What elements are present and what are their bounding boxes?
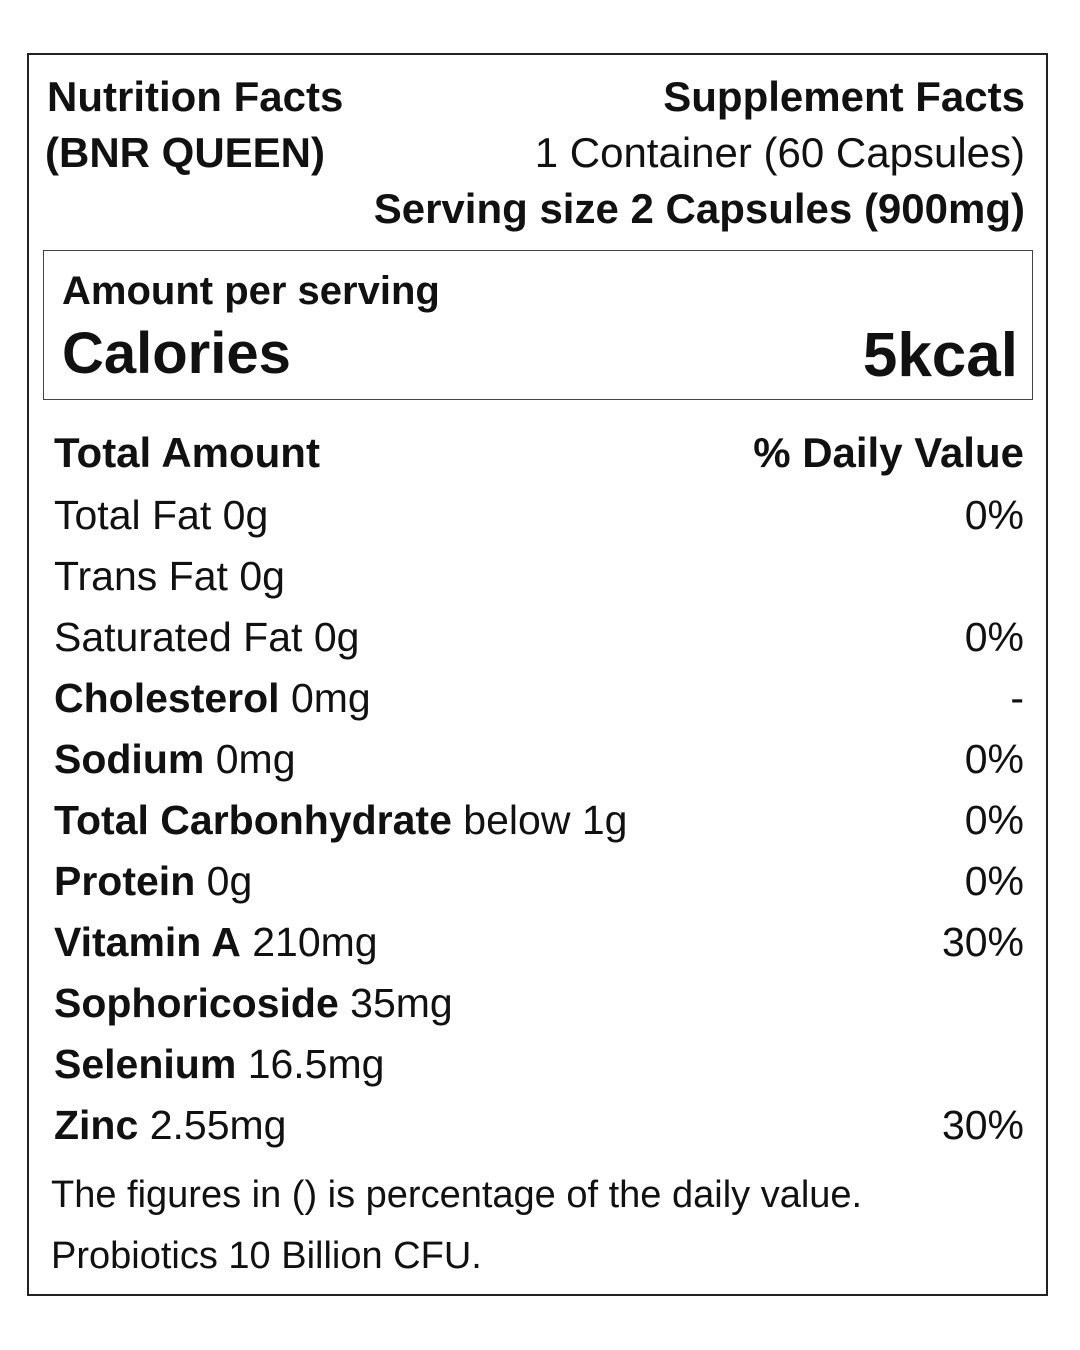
nutrient-row: Trans Fat 0g [54, 551, 1024, 601]
nutrient-name: Total Fat [54, 492, 212, 538]
title-nutrition-facts: Nutrition Facts [47, 73, 344, 120]
nutrient-name: Protein [54, 858, 196, 904]
daily-value: 0% [964, 797, 1024, 843]
nutrient-name: Selenium [54, 1041, 237, 1087]
daily-value: 0% [964, 858, 1024, 904]
nutrient-name: Sophoricoside [54, 980, 339, 1026]
nutrient-amount: 0g [313, 614, 360, 660]
nutrient-label: Sodium 0mg [54, 734, 296, 784]
total-amount-header: Total Amount [54, 429, 320, 476]
nutrient-row: Sophoricoside 35mg [54, 978, 1024, 1028]
nutrient-row: Saturated Fat 0g 0% [54, 612, 1024, 662]
nutrient-amount: 0mg [290, 675, 371, 721]
serving-size: Serving size 2 Capsules (900mg) [373, 185, 1025, 232]
nutrient-amount: 0mg [215, 736, 296, 782]
nutrient-amount: 0g [239, 553, 285, 599]
nutrient-label: Trans Fat 0g [54, 551, 285, 601]
nutrient-row: Total Carbonhydrate below 1g 0% [54, 795, 1024, 845]
nutrient-name: Trans Fat [54, 553, 228, 599]
daily-value: 0% [964, 614, 1024, 660]
nutrient-label: Protein 0g [54, 856, 252, 906]
nutrient-amount: 210mg [252, 919, 378, 965]
nutrient-row: Selenium 16.5mg [54, 1039, 1024, 1089]
nutrient-amount: 16.5mg [247, 1041, 385, 1087]
nutrient-amount: 35mg [350, 980, 453, 1026]
calories-label: Calories [62, 321, 291, 386]
table-header: Total Amount % Daily Value [54, 428, 1024, 478]
nutrient-name: Sodium [54, 736, 205, 782]
nutrient-label: Sophoricoside 35mg [54, 978, 453, 1028]
nutrient-name: Total Carbonhydrate [54, 797, 452, 843]
footer-note-daily-value: The figures in () is percentage of the d… [51, 1174, 863, 1216]
nutrient-label: Total Carbonhydrate below 1g [54, 795, 627, 845]
nutrient-row: Protein 0g 0% [54, 856, 1024, 906]
nutrient-row: Cholesterol 0mg - [54, 673, 1024, 723]
container-info: 1 Container (60 Capsules) [534, 129, 1025, 176]
nutrient-row: Vitamin A 210mg 30% [54, 917, 1024, 967]
daily-value: - [1010, 675, 1024, 721]
nutrient-row: Sodium 0mg 0% [54, 734, 1024, 784]
nutrient-label: Vitamin A 210mg [54, 917, 378, 967]
nutrition-label [27, 53, 1048, 1296]
product-name: (BNR QUEEN) [45, 129, 325, 176]
nutrient-name: Zinc [54, 1102, 139, 1148]
calories-value: 5kcal [862, 321, 1018, 390]
calories-box: Amount per serving Calories 5kcal [43, 250, 1033, 400]
nutrient-row: Zinc 2.55mg 30% [54, 1100, 1024, 1150]
daily-value-header: % Daily Value [753, 429, 1024, 476]
nutrient-amount: 0g [222, 492, 269, 538]
daily-value: 30% [941, 1102, 1024, 1148]
daily-value: 0% [964, 736, 1024, 782]
nutrient-name: Saturated Fat [54, 614, 303, 660]
amount-per-serving-label: Amount per serving [62, 269, 440, 313]
nutrient-label: Saturated Fat 0g [54, 612, 359, 662]
nutrient-name: Vitamin A [54, 919, 241, 965]
daily-value: 0% [964, 492, 1024, 538]
nutrient-row: Total Fat 0g 0% [54, 490, 1024, 540]
nutrient-label: Zinc 2.55mg [54, 1100, 286, 1150]
nutrient-label: Cholesterol 0mg [54, 673, 371, 723]
nutrient-name: Cholesterol [54, 675, 280, 721]
nutrient-label: Total Fat 0g [54, 490, 268, 540]
nutrient-label: Selenium 16.5mg [54, 1039, 384, 1089]
footer-note-probiotics: Probiotics 10 Billion CFU. [51, 1235, 482, 1277]
nutrient-amount: below 1g [463, 797, 628, 843]
title-supplement-facts: Supplement Facts [663, 73, 1025, 120]
nutrient-amount: 0g [206, 858, 253, 904]
nutrient-amount: 2.55mg [149, 1102, 287, 1148]
daily-value: 30% [941, 919, 1024, 965]
